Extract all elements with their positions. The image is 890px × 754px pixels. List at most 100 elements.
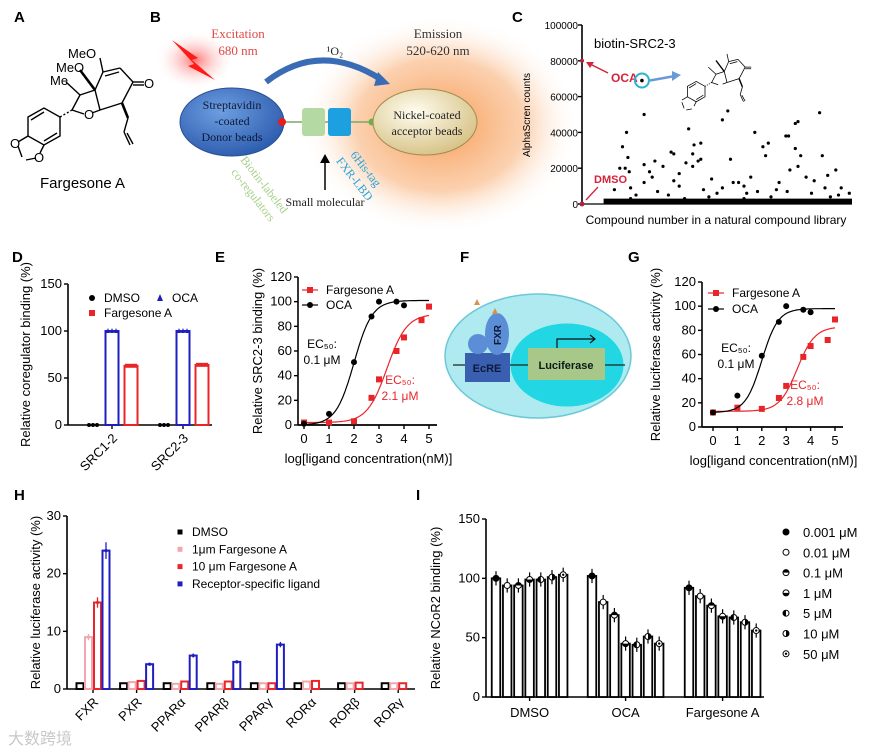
data-point [91,423,95,427]
x-tick-label: 5 [831,433,838,448]
bar [293,682,303,691]
data-point [753,130,757,134]
legend-label: 0.01 μM [803,545,850,560]
data-point [691,152,695,156]
y-axis-label: Relative SRC2-3 binding (%) [250,268,265,434]
data-point [745,191,749,195]
legend-label: 0.001 μM [803,525,857,540]
legend-marker [177,546,183,552]
y-tick-label: 60 [278,343,292,358]
data-point [820,154,824,158]
data-point-fill [611,612,618,616]
acceptor-bead-label: Nickel-coated [393,108,460,122]
data-point [677,171,681,176]
chart-h-bar: 0 10 20 30 Relative luciferase activity (%) F… [28,508,415,735]
data-point [696,159,700,163]
chart-i-bar: 0 50 100 150 Relative NCoR2 binding (%) DMSO O… [428,511,857,720]
excitation-label: Excitation [211,26,265,41]
data-point [788,168,792,172]
legend-marker [177,564,183,570]
bar [232,660,242,690]
y-tick-label: 80 [278,318,292,333]
data-point [699,157,703,161]
legend-label: OCA [326,298,352,312]
legend-label: Receptor-specific ligand [192,577,320,591]
bar [337,682,347,691]
fargesone-a-point [640,78,644,83]
x-tick-label: 1 [734,433,741,448]
x-tick-label: 1 [325,431,332,446]
data-point [503,581,511,589]
y-tick-label: 150 [458,511,480,526]
data-point [158,423,162,427]
legend-marker [157,294,163,301]
y-tick-label: 20000 [550,164,578,175]
data-point [783,303,790,310]
data-point [629,186,633,190]
data-point [807,309,814,316]
legend-label: Fargesone A [104,306,172,320]
data-point [196,362,200,367]
donor-bead-label: Donor beads [202,130,263,144]
panel-label-g: G [628,249,640,266]
singlet-oxygen-label: ¹O₂ [327,44,343,58]
bar [104,330,120,426]
x-tick-label: PPARβ [192,695,232,735]
y-axis-label: Relative NCoR2 binding (%) [428,527,443,690]
data-point [326,410,332,417]
y-tick-label: 60 [682,347,696,362]
fxr-subunit [485,313,509,355]
bar [654,642,665,698]
x-tick-label: 3 [783,433,790,448]
data-point [847,191,851,195]
x-tick-label: OCA [612,705,641,720]
bar [354,681,364,691]
data-point [623,166,627,170]
x-tick-label: RORγ [371,694,407,730]
data-point [707,195,711,199]
bar [558,573,569,698]
data-point [804,175,808,179]
y-tick-label: 80000 [550,57,578,68]
y-tick-label: 0 [54,681,61,696]
data-point [110,328,114,333]
data-point [758,405,765,412]
data-point [728,157,733,161]
data-point [696,592,704,600]
data-point [726,109,730,113]
y-axis-label: Relative luciferase activity (%) [28,516,43,689]
data-point [834,168,838,172]
data-point [691,164,695,169]
x-tick-label: Fargesone A [686,705,760,720]
x-tick-label: PXR [115,695,145,725]
acceptor-bead [372,88,478,156]
data-point [618,166,622,170]
arrow-head-icon [586,62,594,68]
x-tick-label: DMSO [510,705,549,720]
data-point [720,186,725,190]
data-point [181,328,185,333]
bar [398,682,408,691]
y-tick-label: 100000 [545,21,579,32]
data-point [177,328,181,333]
data-point [666,193,671,197]
data-point [672,152,676,156]
bar [75,682,85,691]
y-axis-label: AlphaScren counts [522,73,533,157]
bar [728,616,739,698]
bar [136,679,146,691]
data-point [672,179,676,183]
data-point [114,328,118,333]
y-axis-label: Relative coregulator binding (%) [18,262,33,447]
ec50-label: 2.8 μM [787,394,824,408]
bar [223,680,233,691]
x-tick-label: 4 [400,431,407,446]
data-point [769,195,773,199]
y-tick-label: 120 [270,269,292,284]
legend-label: OCA [172,291,198,305]
data-point [129,363,133,368]
atom-label: O [34,150,44,165]
luciferase-label: Luciferase [538,360,593,372]
data-point [368,313,375,320]
